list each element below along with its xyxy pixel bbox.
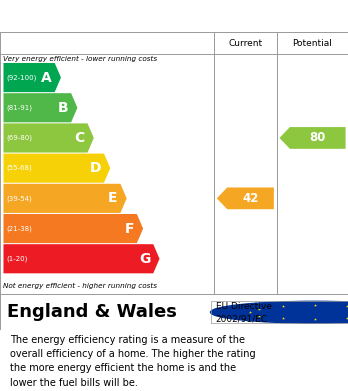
Text: Potential: Potential — [292, 39, 332, 48]
Text: Current: Current — [228, 39, 262, 48]
Polygon shape — [3, 214, 143, 243]
Text: C: C — [74, 131, 85, 145]
Polygon shape — [279, 127, 346, 149]
Text: Energy Efficiency Rating: Energy Efficiency Rating — [7, 9, 217, 23]
Text: 80: 80 — [309, 131, 326, 144]
Bar — [211, 301, 348, 323]
Text: G: G — [139, 252, 150, 266]
Text: (39-54): (39-54) — [6, 195, 32, 202]
Text: D: D — [90, 161, 101, 175]
Text: EU Directive: EU Directive — [216, 302, 272, 311]
Text: Very energy efficient - lower running costs: Very energy efficient - lower running co… — [3, 56, 158, 62]
Polygon shape — [3, 93, 77, 122]
Polygon shape — [3, 184, 127, 213]
Circle shape — [211, 301, 348, 323]
Polygon shape — [217, 187, 274, 209]
Text: B: B — [58, 101, 68, 115]
Text: (69-80): (69-80) — [6, 135, 32, 141]
Text: 42: 42 — [242, 192, 259, 205]
Polygon shape — [3, 154, 110, 183]
Text: England & Wales: England & Wales — [7, 303, 177, 321]
Polygon shape — [3, 63, 61, 92]
Text: F: F — [125, 222, 134, 235]
Text: (1-20): (1-20) — [6, 255, 27, 262]
Text: E: E — [108, 191, 118, 205]
Text: A: A — [41, 70, 52, 84]
Polygon shape — [3, 124, 94, 152]
Text: The energy efficiency rating is a measure of the
overall efficiency of a home. T: The energy efficiency rating is a measur… — [10, 335, 256, 388]
Text: (81-91): (81-91) — [6, 104, 32, 111]
Text: 2002/91/EC: 2002/91/EC — [216, 315, 268, 324]
Text: (21-38): (21-38) — [6, 225, 32, 232]
Polygon shape — [3, 244, 159, 273]
Text: Not energy efficient - higher running costs: Not energy efficient - higher running co… — [3, 283, 158, 289]
Text: (55-68): (55-68) — [6, 165, 32, 171]
Text: (92-100): (92-100) — [6, 74, 37, 81]
